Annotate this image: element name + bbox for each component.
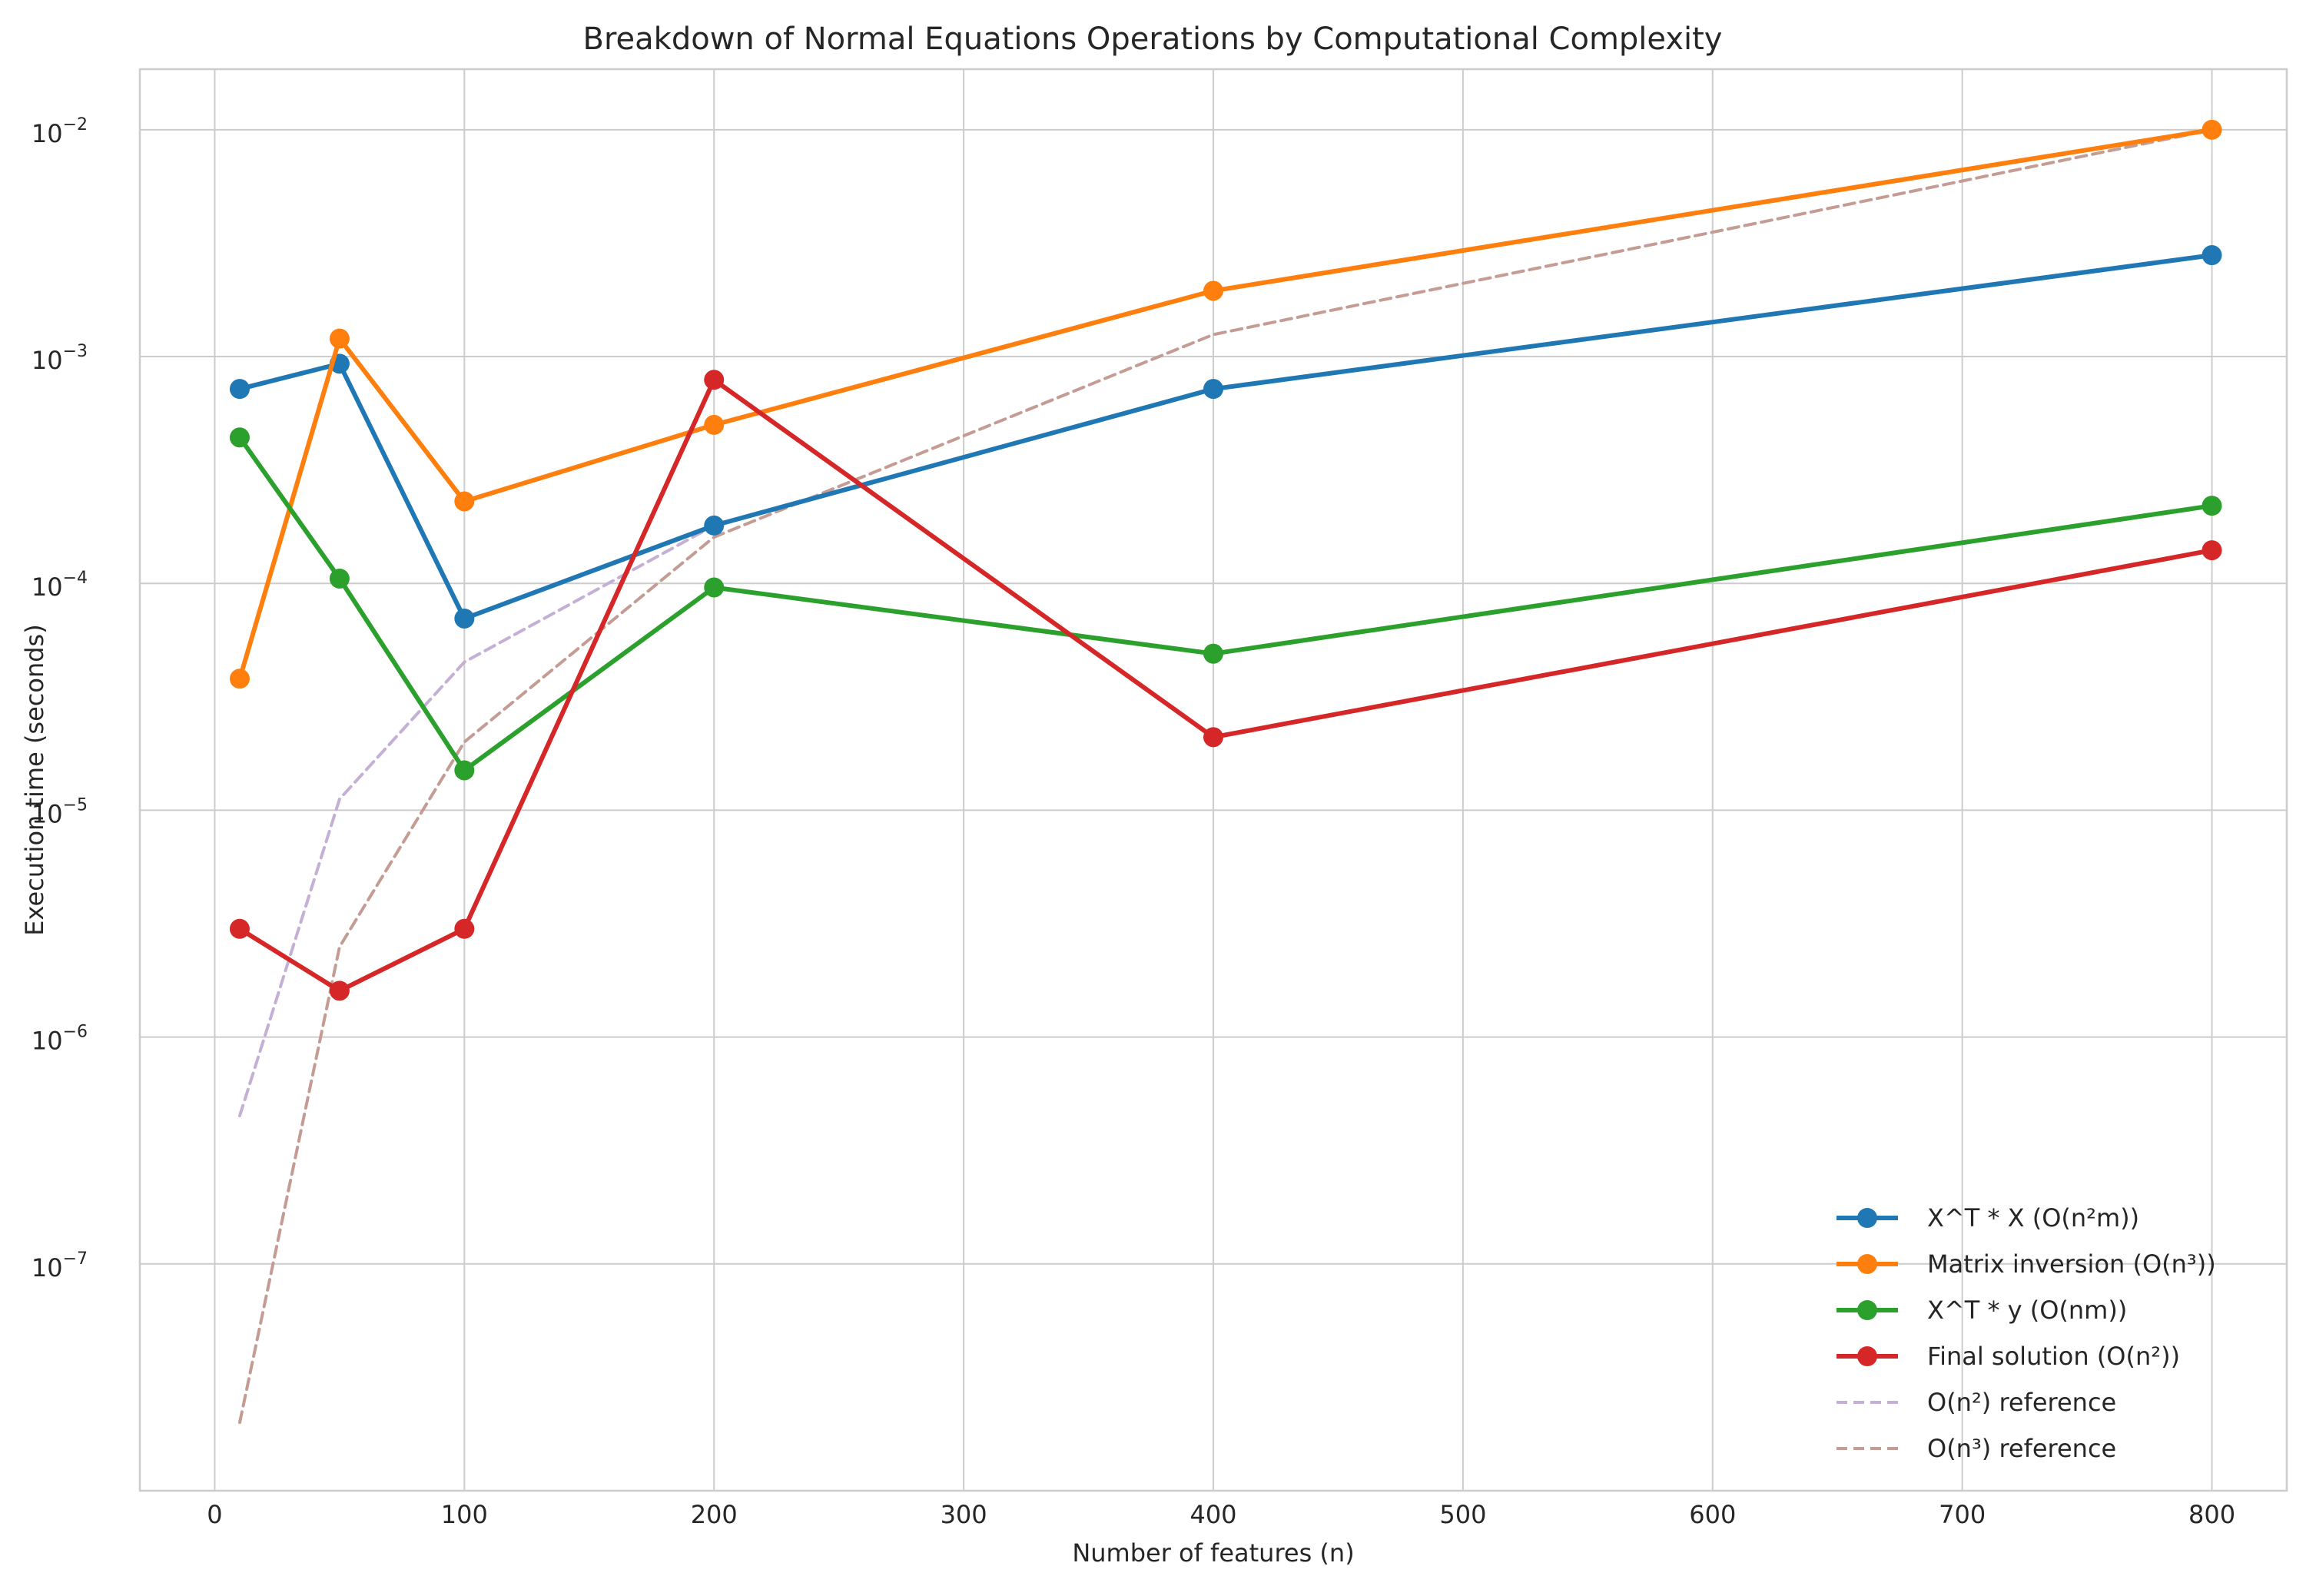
plot-frame [138,68,2288,1492]
legend-marker [1857,1300,1877,1320]
x-tick-label: 300 [941,1500,987,1529]
legend-item: Matrix inversion (O(n³)) [1837,1249,2216,1279]
x-tick-label: 500 [1439,1500,1486,1529]
legend-item: O(n³) reference [1837,1434,2116,1463]
data-point [329,328,350,349]
y-tick-label: 10−7 [32,1249,88,1282]
data-point [704,515,725,536]
legend-label: X^T * y (O(nm)) [1927,1296,2127,1325]
legend-marker [1857,1254,1877,1274]
data-point [2201,496,2222,516]
grid [140,69,2287,1491]
legend-item: X^T * X (O(n²m)) [1837,1203,2139,1233]
data-point [454,608,475,629]
data-point [704,414,725,435]
x-tick-label: 0 [207,1500,222,1529]
data-point [454,491,475,512]
series-line [237,377,2215,994]
x-axis-label: Number of features (n) [1072,1538,1354,1568]
y-tick-label: 10−2 [32,115,88,148]
legend-label: O(n²) reference [1927,1388,2116,1417]
series-layer [229,119,2222,1425]
legend-item: Final solution (O(n²)) [1837,1342,2180,1371]
legend-label: Final solution (O(n²)) [1927,1342,2180,1371]
y-tick-label: 10−6 [32,1023,88,1056]
data-point [454,918,475,939]
legend-marker [1857,1346,1877,1366]
data-point [2201,540,2222,561]
legend-label: Matrix inversion (O(n³)) [1927,1249,2216,1279]
data-point [229,427,250,448]
y-axis-label: Execution time (seconds) [20,624,49,935]
series-5 [238,128,2214,1425]
legend-item: X^T * y (O(nm)) [1837,1296,2127,1325]
data-point [329,568,350,589]
y-tick-label: 10−5 [32,795,88,828]
data-point [2201,245,2222,266]
y-tick-label: 10−4 [32,569,88,602]
legend-marker [1857,1208,1877,1228]
data-point [704,370,725,390]
x-tick-label: 800 [2188,1500,2235,1529]
x-tick-label: 600 [1689,1500,1736,1529]
series-line [237,435,2215,773]
data-point [1203,727,1223,748]
y-tick-label: 10−3 [32,342,88,375]
data-point [1203,643,1223,664]
data-point [704,577,725,598]
series-2 [229,427,2222,781]
data-point [229,669,250,689]
x-tick-label: 700 [1939,1500,1986,1529]
chart-title: Breakdown of Normal Equations Operations… [583,22,1723,57]
legend-label: X^T * X (O(n²m)) [1927,1203,2139,1233]
legend-item: O(n²) reference [1837,1388,2116,1417]
series-line [237,127,2215,682]
series-line [238,128,2214,1425]
x-tick-label: 100 [441,1500,488,1529]
tick-labels: 0 100 200 300 400 500 600 700 800 10−7 10−6 10−5 10−… [32,115,2235,1529]
series-1 [229,119,2222,689]
data-point [2201,119,2222,140]
data-point [1203,379,1223,400]
data-point [329,980,350,1001]
series-0 [229,245,2222,629]
series-3 [229,370,2222,1001]
x-tick-label: 400 [1189,1500,1236,1529]
legend: X^T * X (O(n²m)) Matrix inversion (O(n³))… [1837,1203,2216,1463]
series-line [237,253,2215,621]
data-point [1203,280,1223,301]
legend-label: O(n³) reference [1927,1434,2116,1463]
data-point [454,760,475,781]
data-point [229,918,250,939]
data-point [229,379,250,400]
x-tick-label: 200 [691,1500,738,1529]
